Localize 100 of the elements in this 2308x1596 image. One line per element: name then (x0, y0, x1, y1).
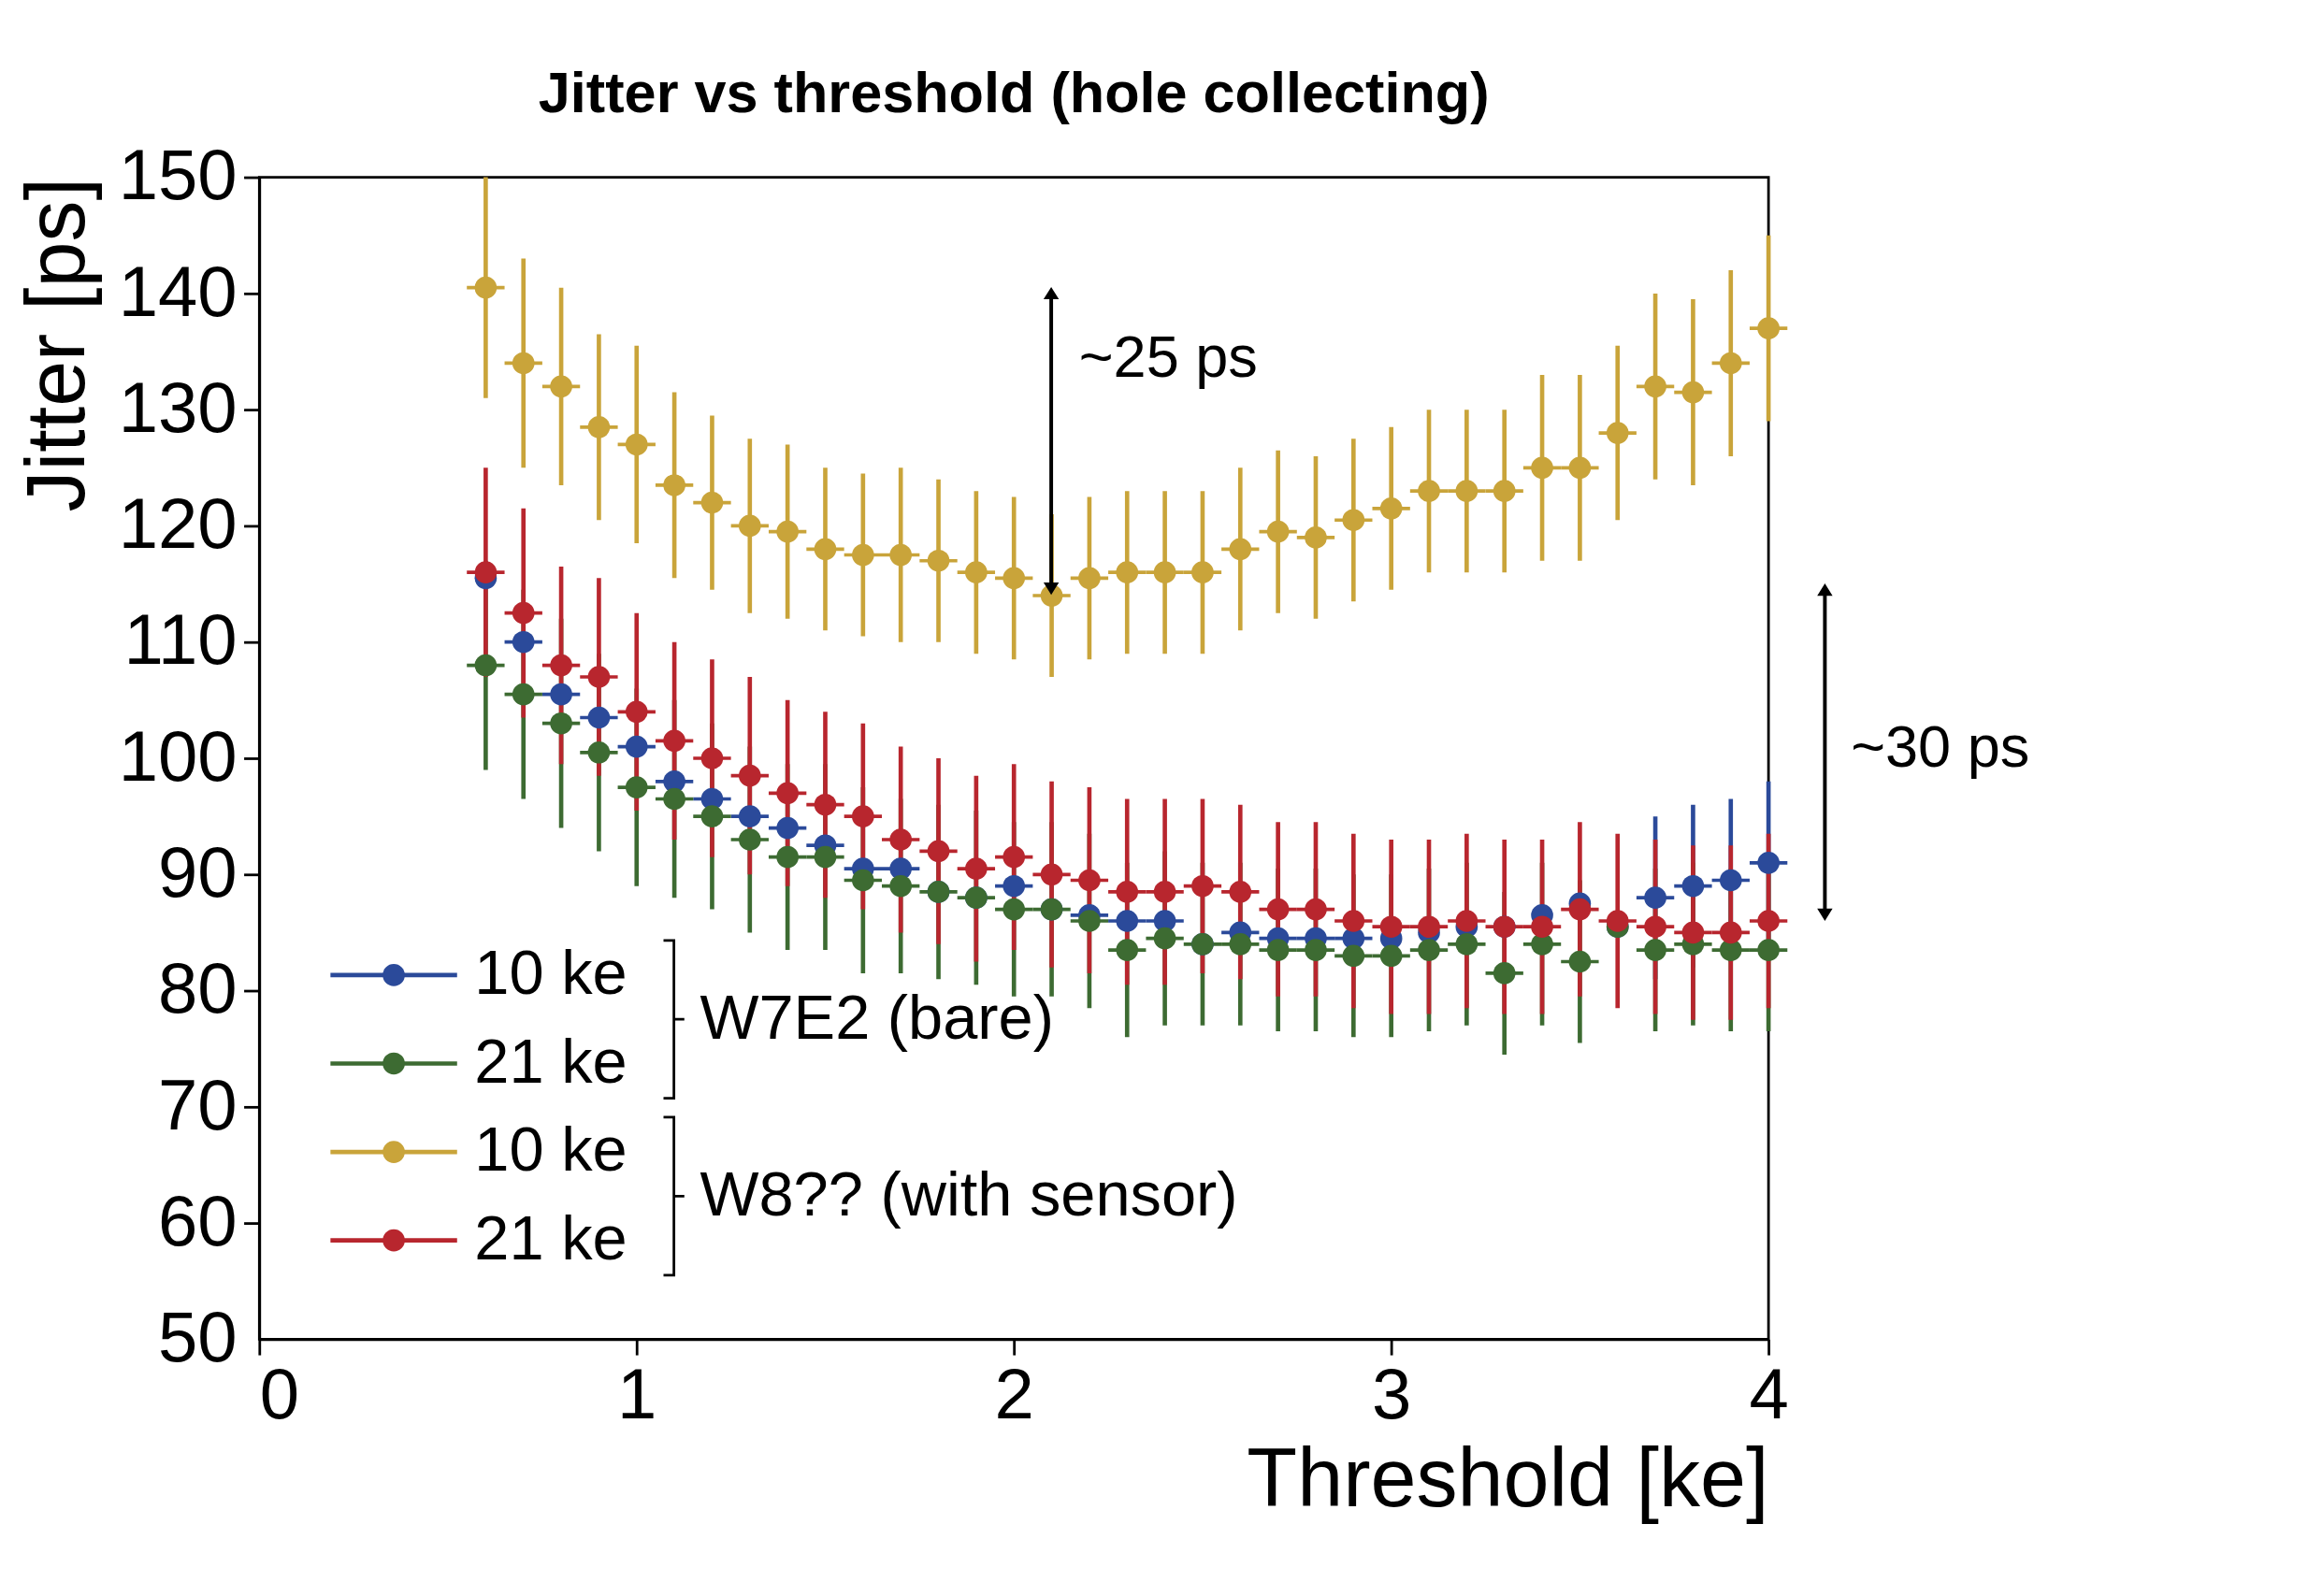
point (663, 787, 685, 811)
point (1531, 456, 1553, 480)
point (1266, 520, 1290, 543)
point (852, 543, 874, 567)
point (776, 520, 799, 543)
point (889, 828, 912, 851)
annotation: W7E2 (bare) (700, 982, 1054, 1052)
point (474, 654, 498, 677)
point (1342, 910, 1365, 932)
point (1229, 538, 1252, 561)
legend-label: 10 ke (474, 938, 627, 1008)
point (550, 712, 572, 735)
point (738, 764, 761, 787)
point (1153, 881, 1176, 903)
point (1681, 381, 1705, 404)
point (1116, 561, 1139, 583)
point (1418, 480, 1440, 502)
point (625, 735, 648, 758)
point (1191, 874, 1214, 898)
point (965, 561, 988, 583)
x-tick-label: 2 (994, 1354, 1034, 1434)
y-tick-label: 130 (118, 367, 238, 447)
point (1418, 939, 1440, 961)
point (625, 776, 648, 798)
point (1379, 944, 1403, 968)
y-tick-label: 60 (158, 1180, 238, 1260)
point (965, 857, 988, 880)
point (1681, 921, 1705, 944)
point (1003, 898, 1026, 921)
point (587, 666, 611, 688)
point (1568, 456, 1592, 480)
point (1116, 910, 1139, 932)
point (1342, 944, 1365, 968)
point (1568, 898, 1592, 921)
point (1719, 921, 1742, 944)
point (852, 805, 874, 827)
point (1305, 898, 1327, 921)
point (738, 805, 761, 827)
point (1003, 845, 1026, 869)
point (512, 352, 535, 375)
y-axis-title: Jitter [ps] (8, 178, 102, 512)
point (1493, 480, 1516, 502)
point (1153, 561, 1176, 583)
point (1418, 915, 1440, 939)
point (663, 474, 685, 496)
point (738, 514, 761, 538)
point (1078, 910, 1101, 932)
point (1078, 567, 1101, 590)
point (1003, 874, 1026, 898)
y-tick-label: 110 (123, 599, 238, 680)
point (1379, 497, 1403, 520)
point (1681, 874, 1705, 898)
point (1568, 950, 1592, 973)
point (1757, 852, 1780, 874)
point (814, 845, 837, 869)
legend-label: 21 ke (474, 1203, 627, 1273)
y-tick-label: 70 (158, 1064, 238, 1144)
point (700, 805, 724, 827)
y-tick-label: 140 (118, 251, 238, 331)
point (776, 845, 799, 869)
point (512, 683, 535, 706)
point (776, 816, 799, 840)
point (889, 543, 912, 567)
point (814, 793, 837, 816)
point (1606, 910, 1629, 932)
point (1305, 526, 1327, 549)
point (1757, 910, 1780, 932)
point (738, 828, 761, 851)
legend-label: 21 ke (474, 1026, 627, 1096)
point (1078, 869, 1101, 892)
point (1455, 933, 1479, 956)
point (1644, 886, 1666, 909)
point (550, 375, 572, 398)
point (927, 840, 950, 863)
point (474, 561, 498, 583)
point (1719, 869, 1742, 892)
point (1644, 939, 1666, 961)
point (1153, 927, 1176, 950)
point (1116, 881, 1139, 903)
y-tick-label: 120 (118, 483, 238, 564)
point (512, 601, 535, 625)
point (700, 491, 724, 514)
point (587, 741, 611, 764)
point (1606, 422, 1629, 444)
point (1719, 352, 1742, 375)
x-tick-label: 1 (617, 1354, 657, 1434)
y-tick-label: 80 (158, 948, 238, 1028)
point (1003, 567, 1026, 590)
point (550, 654, 572, 677)
point (625, 700, 648, 724)
point (700, 747, 724, 769)
point (1379, 915, 1403, 939)
point (663, 729, 685, 753)
y-tick-label: 100 (118, 715, 238, 796)
point (1644, 915, 1666, 939)
text: ~30 ps (1851, 713, 2030, 780)
point (625, 433, 648, 456)
legend-label: 10 ke (474, 1114, 627, 1185)
point (1644, 375, 1666, 398)
chart-title: Jitter vs threshold (hole collecting) (538, 61, 1490, 125)
